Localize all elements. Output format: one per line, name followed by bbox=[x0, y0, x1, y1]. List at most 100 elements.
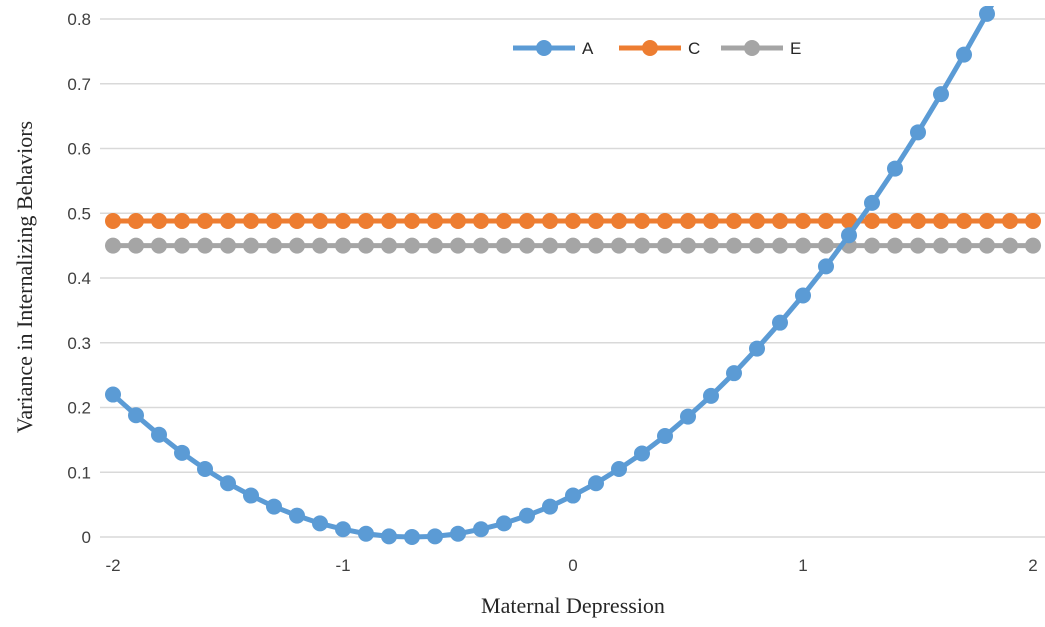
series-c-point bbox=[703, 213, 719, 230]
legend-e-marker bbox=[744, 40, 760, 56]
series-a-point bbox=[519, 507, 535, 524]
x-tick-label: 1 bbox=[798, 556, 807, 575]
series-a-point bbox=[841, 227, 857, 244]
series-e-point bbox=[749, 237, 765, 254]
series-a-point bbox=[542, 498, 558, 515]
series-a-point bbox=[105, 386, 121, 403]
series-c-point bbox=[496, 213, 512, 230]
series-a-point bbox=[864, 194, 880, 211]
series-e-point bbox=[519, 237, 535, 254]
series-c-point bbox=[174, 213, 190, 230]
series-c-point bbox=[726, 213, 742, 230]
series-a-point bbox=[404, 529, 420, 545]
series-e-point bbox=[634, 237, 650, 254]
legend-e-label: E bbox=[790, 39, 801, 58]
series-e-point bbox=[611, 237, 627, 254]
series-c-point bbox=[657, 213, 673, 230]
x-axis-ticks: -2 -1 0 1 2 bbox=[105, 556, 1037, 575]
series-e-point bbox=[657, 237, 673, 254]
series-a-point bbox=[726, 365, 742, 382]
series-e-point bbox=[542, 237, 558, 254]
x-tick-label: -1 bbox=[335, 556, 350, 575]
y-axis-title: Variance in Internalizing Behaviors bbox=[12, 121, 37, 433]
series-a-point bbox=[358, 525, 374, 542]
series-c-point bbox=[910, 213, 926, 230]
x-tick-label: -2 bbox=[105, 556, 120, 575]
series-e-point bbox=[1025, 237, 1041, 254]
y-tick-label: 0.4 bbox=[67, 269, 91, 288]
series-a-point bbox=[381, 528, 397, 545]
series-e-point bbox=[979, 237, 995, 254]
series-a-point bbox=[427, 528, 443, 545]
series-c-point bbox=[404, 213, 420, 230]
series-c-point bbox=[680, 213, 696, 230]
series-a-point bbox=[289, 507, 305, 524]
x-axis-title: Maternal Depression bbox=[481, 593, 665, 618]
series-a-point bbox=[335, 521, 351, 538]
x-tick-label: 2 bbox=[1028, 556, 1037, 575]
gridlines bbox=[100, 18, 1045, 538]
series-e-point bbox=[818, 237, 834, 254]
series-c-point bbox=[979, 213, 995, 230]
series-c-point bbox=[450, 213, 466, 230]
y-tick-label: 0.2 bbox=[67, 399, 91, 418]
series-a-point bbox=[956, 46, 972, 63]
series-c-point bbox=[795, 213, 811, 230]
series-a-point bbox=[220, 475, 236, 492]
series-c-point bbox=[105, 213, 121, 230]
series-a-point bbox=[979, 6, 995, 22]
series-e-point bbox=[703, 237, 719, 254]
y-tick-label: 0.1 bbox=[67, 463, 91, 482]
series-a-point bbox=[818, 258, 834, 275]
series-a-point bbox=[611, 461, 627, 478]
series-c-point bbox=[358, 213, 374, 230]
series-a-point bbox=[450, 525, 466, 542]
series-e-point bbox=[312, 237, 328, 254]
y-axis-ticks: 0 0.1 0.2 0.3 0.4 0.5 0.6 0.7 0.8 bbox=[67, 10, 91, 547]
legend-c-marker bbox=[642, 40, 658, 56]
series-a-point bbox=[128, 407, 144, 424]
series-c-point bbox=[266, 213, 282, 230]
series-a-point bbox=[197, 461, 213, 478]
series-c-point bbox=[335, 213, 351, 230]
y-tick-label: 0.8 bbox=[67, 10, 91, 29]
series-c-point bbox=[887, 213, 903, 230]
series-c-point bbox=[772, 213, 788, 230]
legend-item-c: C bbox=[619, 39, 700, 58]
series-a-point bbox=[933, 86, 949, 103]
series-c-point bbox=[818, 213, 834, 230]
series-e-point bbox=[910, 237, 926, 254]
series-e-point bbox=[174, 237, 190, 254]
series-a-point bbox=[657, 427, 673, 444]
series-c-point bbox=[634, 213, 650, 230]
series-e-point bbox=[381, 237, 397, 254]
series-e-point bbox=[956, 237, 972, 254]
series-a-point bbox=[795, 287, 811, 304]
legend-c-label: C bbox=[688, 39, 700, 58]
series-e-point bbox=[335, 237, 351, 254]
series-e-point bbox=[473, 237, 489, 254]
series-e-point bbox=[243, 237, 259, 254]
series-c-point bbox=[151, 213, 167, 230]
series-a-point bbox=[588, 475, 604, 492]
series-a-point bbox=[680, 408, 696, 425]
series-e-point bbox=[289, 237, 305, 254]
series-a-point bbox=[243, 487, 259, 504]
y-tick-label: 0.3 bbox=[67, 334, 91, 353]
series-c-point bbox=[312, 213, 328, 230]
series-a-line bbox=[111, 6, 995, 540]
series-a-point bbox=[266, 498, 282, 515]
series-a-point bbox=[473, 521, 489, 538]
series-a-point bbox=[703, 387, 719, 404]
series-e-point bbox=[450, 237, 466, 254]
series-e-point bbox=[404, 237, 420, 254]
legend-item-e: E bbox=[721, 39, 801, 58]
series-e-point bbox=[795, 237, 811, 254]
series-a bbox=[105, 6, 995, 545]
series-c-point bbox=[841, 213, 857, 230]
series-a-point bbox=[174, 444, 190, 461]
series-c-point bbox=[220, 213, 236, 230]
series-e-point bbox=[1002, 237, 1018, 254]
